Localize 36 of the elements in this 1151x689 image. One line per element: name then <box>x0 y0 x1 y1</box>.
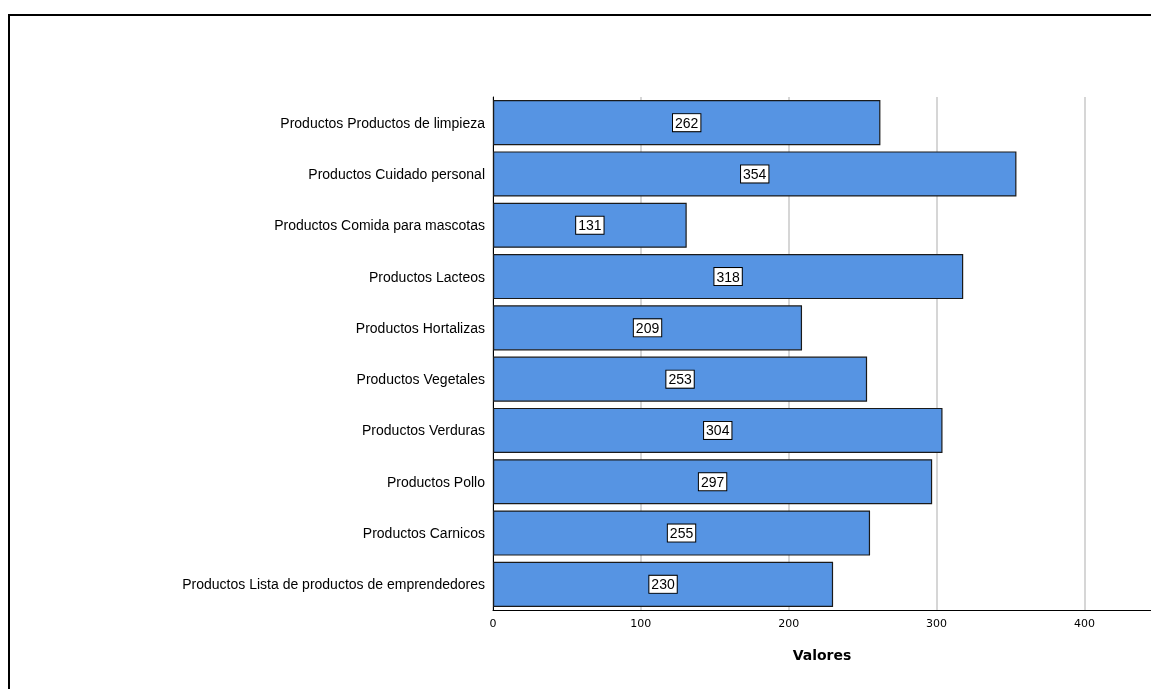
x-tick-label: 100 <box>630 617 652 630</box>
y-tick-label: Productos Lacteos <box>369 268 485 285</box>
bar <box>493 305 803 351</box>
y-tick-label: Productos Pollo <box>386 473 486 490</box>
bar <box>493 253 964 300</box>
data-label: 318 <box>716 268 740 285</box>
data-label: 304 <box>706 422 730 439</box>
data-label: 255 <box>669 525 694 542</box>
bar <box>493 202 687 248</box>
y-tick-label: Productos Hortalizas <box>355 319 485 336</box>
data-label: 253 <box>668 371 692 388</box>
y-tick-label: Productos Carnicos <box>362 525 485 542</box>
x-tick-label: 400 <box>1073 617 1095 630</box>
bar <box>493 561 834 607</box>
y-tick-label: Productos Lista de productos de emprendedores <box>182 576 485 593</box>
y-tick-label: Productos Comida para mascotas <box>274 217 485 234</box>
bar <box>493 459 933 505</box>
data-label: 209 <box>635 319 660 336</box>
y-tick-label: Productos Cuidado personal <box>308 165 485 182</box>
bar <box>493 356 868 402</box>
data-label: 262 <box>675 114 699 131</box>
bar <box>493 100 881 146</box>
bar <box>493 407 943 454</box>
y-tick-label: Productos Verduras <box>362 422 485 439</box>
data-label: 354 <box>743 165 767 182</box>
data-label: 297 <box>700 473 725 490</box>
x-tick-label: 300 <box>926 617 948 630</box>
data-label: 131 <box>578 217 602 234</box>
x-tick-label: 200 <box>778 617 800 630</box>
y-tick-label: Productos Productos de limpieza <box>280 114 486 131</box>
x-axis-title: Valores <box>792 647 852 663</box>
y-tick-label: Productos Vegetales <box>356 371 485 388</box>
bar <box>493 151 1017 197</box>
data-label: 230 <box>651 576 675 593</box>
x-tick-label: 0 <box>489 617 497 630</box>
bar <box>493 510 871 556</box>
